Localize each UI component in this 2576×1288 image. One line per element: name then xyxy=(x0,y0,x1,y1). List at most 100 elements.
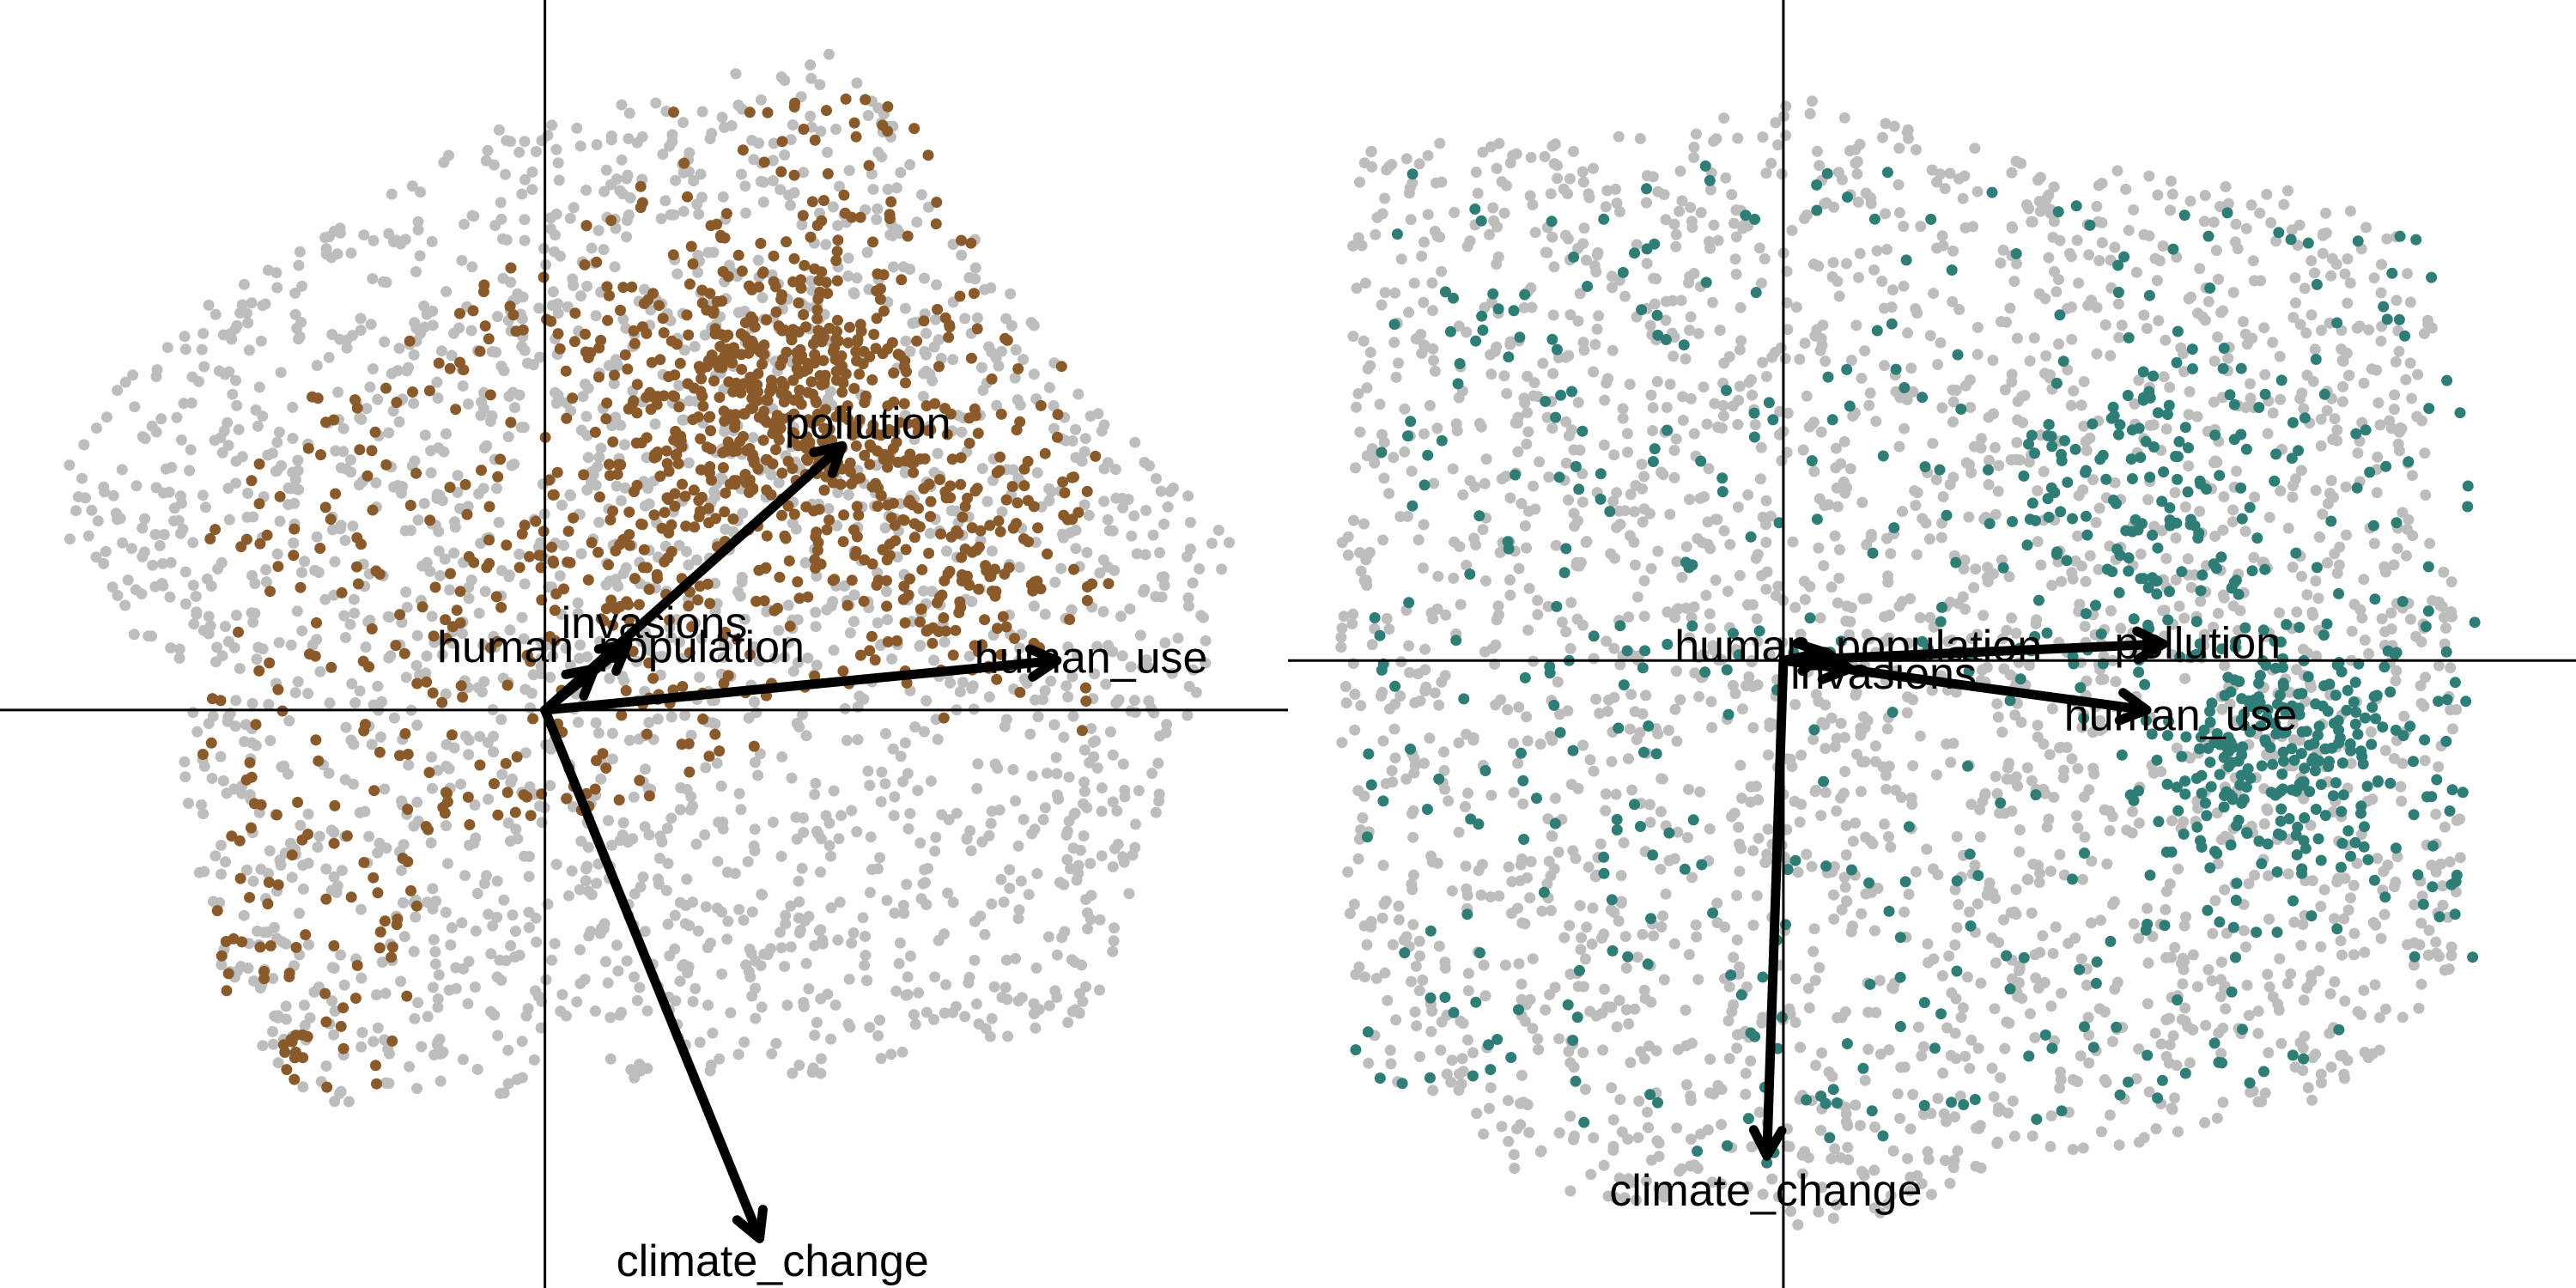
background-point xyxy=(2259,368,2271,380)
background-point xyxy=(1518,392,1530,404)
background-point xyxy=(2297,919,2309,931)
highlight-point xyxy=(253,498,265,510)
background-point xyxy=(2344,892,2356,904)
background-point xyxy=(2412,368,2424,380)
background-point xyxy=(1552,173,1563,185)
background-point xyxy=(2248,275,2260,287)
background-point xyxy=(866,168,878,180)
background-point xyxy=(1127,849,1139,861)
background-point xyxy=(1496,473,1508,485)
background-point xyxy=(854,690,866,702)
highlight-point xyxy=(702,502,714,514)
highlight-point xyxy=(411,677,423,690)
background-point xyxy=(263,698,275,710)
background-point xyxy=(695,168,707,180)
background-point xyxy=(825,850,836,862)
highlight-point xyxy=(925,495,937,507)
highlight-point xyxy=(755,238,767,249)
background-point xyxy=(242,317,254,329)
background-point xyxy=(2066,753,2078,765)
background-point xyxy=(1638,611,1650,623)
background-point xyxy=(528,1054,540,1066)
highlight-point xyxy=(811,304,823,316)
background-point xyxy=(652,713,664,725)
background-point xyxy=(1853,271,1864,283)
highlight-point xyxy=(1035,399,1047,411)
background-point xyxy=(293,333,304,345)
background-point xyxy=(742,856,754,867)
highlight-point xyxy=(226,830,238,842)
highlight-point xyxy=(823,514,835,526)
background-point xyxy=(848,589,860,601)
highlight-point xyxy=(747,449,759,461)
highlight-point xyxy=(544,474,556,486)
background-point xyxy=(556,988,568,1000)
background-point xyxy=(1723,981,1735,993)
highlight-point xyxy=(903,495,915,507)
highlight-point xyxy=(657,313,669,325)
background-point xyxy=(1996,726,2008,738)
background-point xyxy=(606,753,618,765)
background-point xyxy=(1447,463,1459,475)
background-point xyxy=(386,188,398,200)
highlight-point xyxy=(878,269,890,281)
highlight-point xyxy=(336,586,348,598)
background-point xyxy=(1156,591,1168,603)
background-point xyxy=(1546,422,1558,434)
highlight-point xyxy=(680,520,692,532)
background-point xyxy=(887,743,899,755)
background-point xyxy=(431,489,443,501)
highlight-point xyxy=(560,365,572,377)
background-point xyxy=(811,1017,823,1029)
highlight-point xyxy=(591,755,602,767)
background-point xyxy=(1378,472,1390,484)
background-point xyxy=(1403,187,1415,199)
background-point xyxy=(292,454,304,466)
background-point xyxy=(2184,195,2196,207)
background-point xyxy=(1695,1128,1706,1140)
highlight-point xyxy=(919,453,931,465)
background-point xyxy=(2046,580,2058,592)
background-point xyxy=(386,368,398,380)
background-point xyxy=(928,1013,940,1025)
background-point xyxy=(1703,463,1715,475)
background-point xyxy=(1565,779,1577,790)
background-point xyxy=(983,691,995,703)
background-point xyxy=(609,261,621,273)
background-point xyxy=(516,313,528,325)
background-point xyxy=(1039,685,1051,696)
background-point xyxy=(963,977,975,989)
background-point xyxy=(1026,770,1038,782)
highlight-point xyxy=(307,391,318,403)
background-point xyxy=(247,875,259,887)
label-human-use: human_use xyxy=(975,633,1208,683)
background-point xyxy=(1522,407,1534,419)
background-point xyxy=(2111,165,2123,177)
highlight-point xyxy=(653,300,665,312)
background-point xyxy=(397,896,409,908)
background-point xyxy=(1631,951,1643,963)
background-point xyxy=(1761,848,1773,860)
background-point xyxy=(335,519,347,532)
background-point xyxy=(1588,765,1600,777)
background-point xyxy=(1827,257,1839,269)
background-point xyxy=(1552,676,1564,688)
background-point xyxy=(1716,1178,1728,1190)
highlight-point xyxy=(330,488,342,500)
highlight-point xyxy=(835,359,847,371)
background-point xyxy=(2088,768,2100,780)
background-point xyxy=(457,628,468,640)
background-point xyxy=(737,507,749,519)
background-point xyxy=(331,248,343,260)
background-point xyxy=(1641,258,1653,270)
background-point xyxy=(738,914,750,927)
background-point xyxy=(575,290,586,302)
background-point xyxy=(165,642,177,654)
background-point xyxy=(749,696,760,708)
highlight-point xyxy=(770,444,781,456)
highlight-point xyxy=(607,436,619,448)
background-point xyxy=(1558,932,1571,944)
highlight-point xyxy=(228,933,240,945)
highlight-point xyxy=(769,605,781,617)
background-point xyxy=(2325,270,2337,282)
